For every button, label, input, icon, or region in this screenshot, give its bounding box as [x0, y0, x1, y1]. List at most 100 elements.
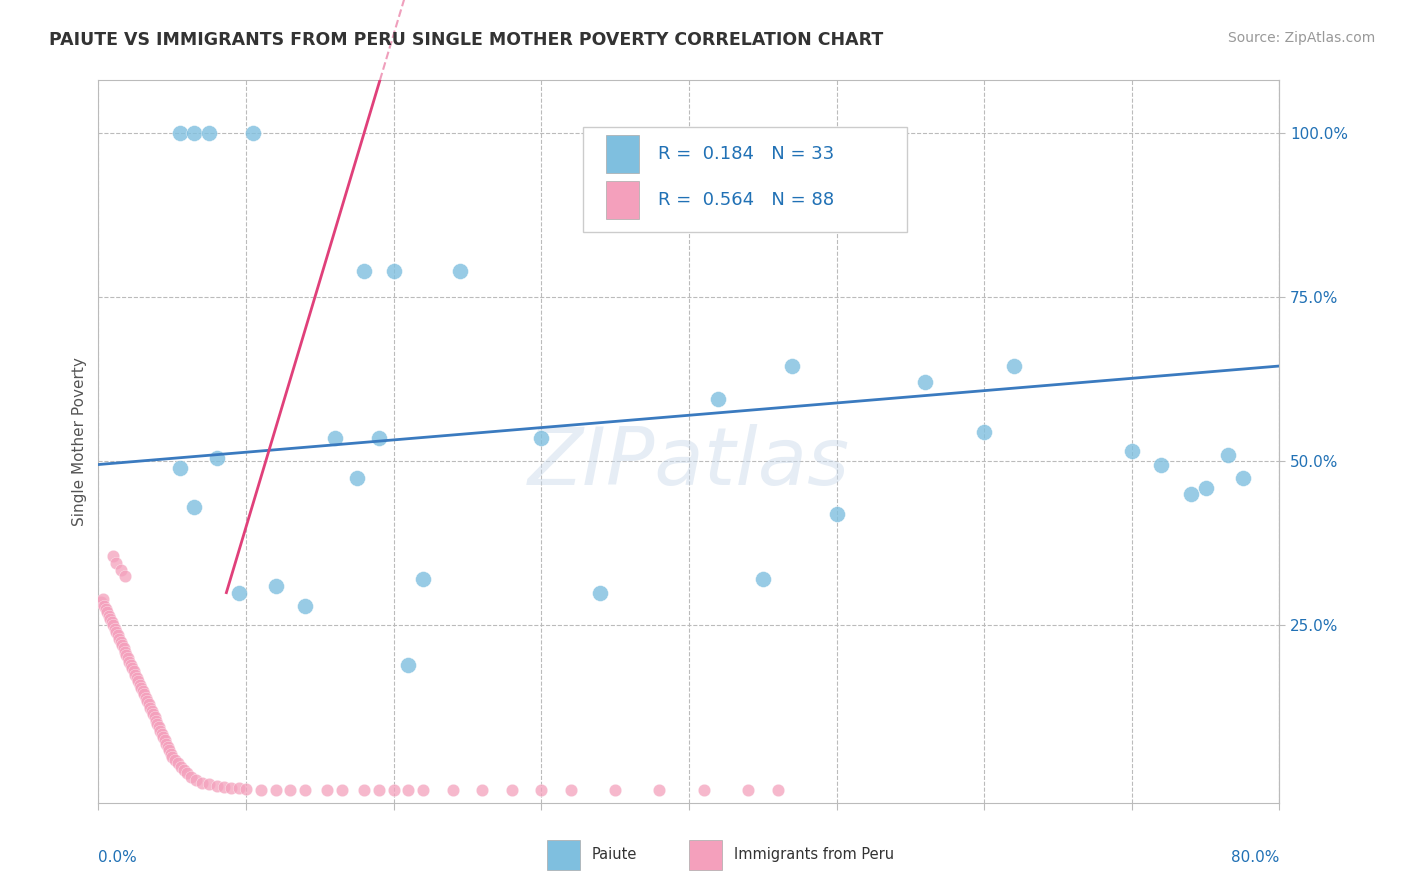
- Point: [228, 585, 250, 599]
- Point: [368, 782, 391, 797]
- Point: [398, 782, 420, 797]
- Point: [170, 760, 193, 774]
- Point: [165, 753, 187, 767]
- Point: [134, 687, 156, 701]
- Point: [605, 782, 627, 797]
- Point: [153, 733, 176, 747]
- Point: [382, 264, 405, 278]
- Point: [125, 671, 148, 685]
- Point: [98, 612, 121, 626]
- Point: [150, 727, 173, 741]
- Point: [129, 681, 152, 695]
- Point: [1121, 444, 1143, 458]
- Point: [1232, 471, 1254, 485]
- Point: [560, 782, 582, 797]
- Point: [107, 628, 129, 642]
- Point: [104, 622, 127, 636]
- Point: [145, 714, 167, 728]
- Point: [530, 431, 553, 445]
- Point: [183, 500, 205, 515]
- Point: [221, 780, 243, 795]
- Point: [120, 657, 142, 672]
- FancyBboxPatch shape: [582, 128, 907, 232]
- Point: [136, 694, 159, 708]
- Point: [398, 657, 420, 672]
- Y-axis label: Single Mother Poverty: Single Mother Poverty: [72, 357, 87, 526]
- Point: [1150, 458, 1173, 472]
- Point: [91, 592, 114, 607]
- Point: [1195, 481, 1218, 495]
- Point: [100, 615, 122, 630]
- FancyBboxPatch shape: [547, 839, 581, 870]
- Point: [156, 739, 179, 754]
- Text: 0.0%: 0.0%: [98, 850, 138, 864]
- Point: [471, 782, 494, 797]
- Point: [97, 608, 120, 623]
- Point: [94, 602, 117, 616]
- Point: [914, 376, 936, 390]
- Point: [183, 126, 205, 140]
- Point: [449, 264, 471, 278]
- Point: [250, 782, 273, 797]
- Point: [264, 579, 287, 593]
- Point: [198, 777, 221, 791]
- Text: R =  0.564   N = 88: R = 0.564 N = 88: [658, 191, 834, 209]
- Point: [169, 126, 191, 140]
- FancyBboxPatch shape: [689, 839, 723, 870]
- Text: PAIUTE VS IMMIGRANTS FROM PERU SINGLE MOTHER POVERTY CORRELATION CHART: PAIUTE VS IMMIGRANTS FROM PERU SINGLE MO…: [49, 31, 883, 49]
- Point: [242, 126, 264, 140]
- Text: R =  0.184   N = 33: R = 0.184 N = 33: [658, 145, 835, 163]
- Point: [93, 599, 115, 613]
- Point: [142, 707, 165, 722]
- Point: [103, 549, 125, 564]
- Point: [138, 698, 160, 712]
- Point: [115, 648, 138, 662]
- Text: Source: ZipAtlas.com: Source: ZipAtlas.com: [1227, 31, 1375, 45]
- Text: Paiute: Paiute: [592, 847, 637, 863]
- Point: [146, 717, 169, 731]
- Point: [501, 782, 523, 797]
- Point: [117, 651, 139, 665]
- Point: [180, 770, 202, 784]
- Point: [148, 720, 170, 734]
- Point: [766, 782, 789, 797]
- Point: [198, 126, 221, 140]
- Point: [118, 655, 141, 669]
- Point: [167, 756, 190, 771]
- Point: [205, 779, 228, 793]
- Point: [346, 471, 368, 485]
- Point: [530, 782, 553, 797]
- Point: [589, 585, 612, 599]
- Point: [752, 573, 775, 587]
- Point: [124, 667, 146, 681]
- Point: [1002, 359, 1025, 373]
- Point: [707, 392, 730, 406]
- Point: [143, 710, 166, 724]
- Point: [173, 763, 195, 777]
- Point: [368, 431, 391, 445]
- Point: [111, 638, 134, 652]
- Point: [141, 704, 163, 718]
- Point: [737, 782, 759, 797]
- Point: [159, 747, 181, 761]
- Point: [110, 635, 132, 649]
- Point: [122, 665, 145, 679]
- Point: [280, 782, 302, 797]
- Point: [191, 776, 214, 790]
- Point: [316, 782, 339, 797]
- Point: [169, 460, 191, 475]
- Point: [128, 677, 150, 691]
- Point: [152, 730, 174, 744]
- Point: [205, 450, 228, 465]
- Point: [121, 661, 143, 675]
- Point: [114, 569, 136, 583]
- Point: [412, 573, 434, 587]
- Point: [105, 625, 128, 640]
- Point: [782, 359, 804, 373]
- Point: [353, 264, 375, 278]
- Point: [235, 782, 257, 797]
- Point: [176, 766, 198, 780]
- Point: [825, 507, 848, 521]
- Point: [132, 684, 155, 698]
- Point: [162, 749, 183, 764]
